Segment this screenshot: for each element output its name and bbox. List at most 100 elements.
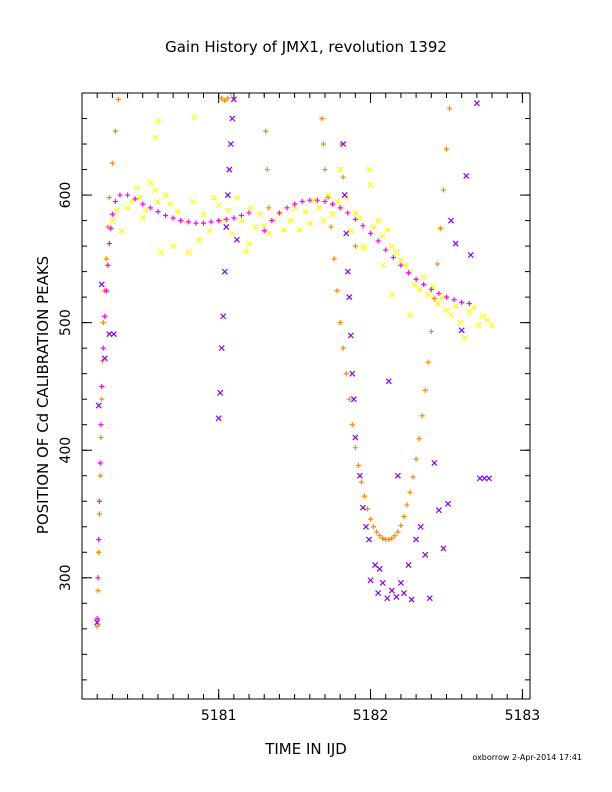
data-point (238, 212, 245, 219)
data-point (365, 166, 373, 173)
data-point (154, 198, 161, 205)
data-point (383, 247, 389, 253)
data-point (337, 205, 343, 211)
data-point (431, 295, 437, 302)
data-point (347, 332, 354, 339)
data-point (106, 195, 112, 201)
data-point (352, 209, 359, 216)
data-point (170, 243, 177, 250)
data-point (219, 95, 225, 101)
data-point (443, 294, 450, 300)
data-point (404, 502, 410, 508)
data-point (306, 220, 313, 227)
data-point (384, 595, 391, 602)
data-point (379, 232, 386, 239)
data-point (352, 445, 358, 451)
data-point (360, 223, 366, 229)
data-point (99, 396, 105, 402)
data-point (112, 128, 119, 134)
data-point (98, 422, 104, 428)
data-point (229, 115, 236, 122)
y-axis-label: POSITION OF Cd CALIBRATION PEAKS (34, 256, 52, 534)
data-point (411, 281, 418, 288)
y-tick-label: 500 (58, 309, 74, 336)
data-point (155, 209, 161, 215)
data-point (341, 192, 348, 199)
data-point (261, 228, 267, 234)
data-point (397, 579, 404, 586)
data-point (147, 179, 154, 186)
data-point (407, 489, 413, 495)
data-point (246, 240, 253, 247)
data-point (384, 226, 391, 233)
plot-frame (81, 92, 531, 700)
data-point (307, 197, 313, 203)
data-point (151, 134, 158, 141)
data-point (481, 475, 488, 482)
data-point (346, 396, 352, 402)
data-point (136, 194, 143, 201)
data-point (263, 128, 269, 134)
data-point (376, 565, 383, 572)
data-point (451, 297, 457, 303)
data-point (476, 475, 483, 482)
data-point (287, 217, 294, 224)
data-point (421, 281, 427, 287)
data-point (223, 216, 229, 222)
data-point (352, 243, 358, 249)
data-point (97, 460, 103, 466)
data-point (185, 249, 192, 256)
data-point (103, 256, 109, 262)
data-point (178, 217, 184, 224)
data-point (408, 596, 415, 603)
data-point (413, 536, 420, 543)
data-point (132, 196, 138, 202)
data-point (106, 331, 113, 338)
data-point (94, 616, 100, 622)
data-point (242, 248, 250, 255)
data-point (246, 210, 252, 216)
data-point (124, 192, 131, 198)
data-point (147, 205, 153, 211)
data-point (375, 590, 382, 597)
data-point (98, 434, 104, 441)
data-point (349, 370, 356, 377)
data-point (388, 243, 395, 250)
data-point (320, 217, 327, 224)
data-point (162, 192, 169, 199)
data-point (370, 223, 377, 230)
data-point (359, 504, 366, 511)
footer-timestamp: oxborrow 2-Apr-2014 17:41 (472, 753, 582, 762)
data-point (367, 516, 374, 522)
data-point (151, 186, 158, 193)
data-point (215, 415, 222, 422)
data-point (470, 304, 477, 311)
data-point (133, 184, 140, 191)
data-point (276, 210, 283, 216)
data-point (110, 331, 117, 338)
data-point (388, 291, 395, 298)
data-point (319, 115, 325, 122)
data-point (265, 230, 272, 237)
data-point (459, 299, 465, 305)
data-point (397, 257, 404, 264)
data-point (395, 529, 401, 535)
data-point (109, 211, 115, 217)
data-point (431, 459, 438, 467)
data-point (358, 479, 365, 485)
data-point (466, 309, 473, 316)
data-points (94, 93, 496, 629)
data-point (452, 240, 459, 247)
data-point (329, 201, 336, 207)
data-point (99, 383, 105, 390)
data-point (361, 493, 368, 499)
series-3 (94, 96, 493, 626)
data-point (218, 93, 220, 94)
data-point (400, 590, 407, 597)
data-point (434, 261, 440, 267)
data-point (340, 345, 346, 351)
data-point (95, 587, 101, 594)
data-point (367, 230, 374, 236)
data-point (443, 146, 450, 152)
data-point (261, 222, 268, 229)
